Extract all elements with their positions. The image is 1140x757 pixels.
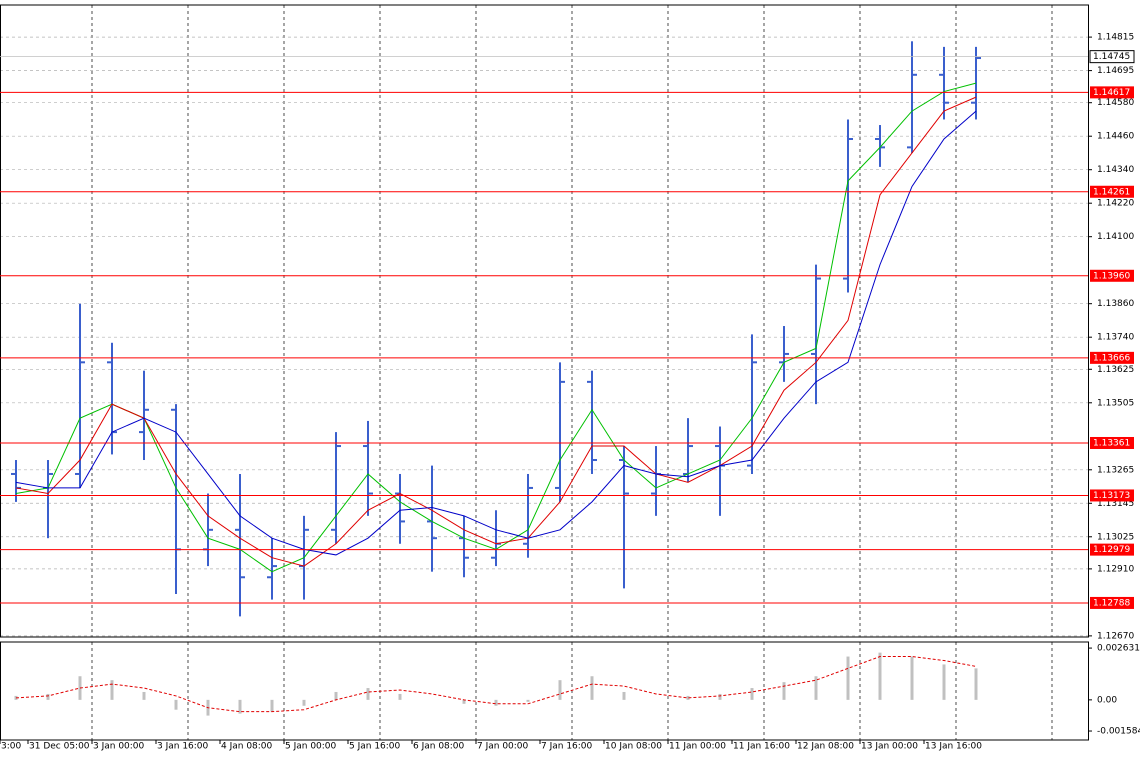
y-tick-label: 1.13265 — [1097, 465, 1134, 475]
x-tick-label: 7 Jan 00:00 — [477, 742, 529, 752]
level-label-box — [1090, 596, 1134, 609]
y-tick-label: 0.002631 — [1097, 644, 1140, 654]
histogram-bar — [910, 656, 914, 700]
x-tick-label: 11 Jan 00:00 — [669, 742, 726, 752]
x-tick-label: 3 Jan 16:00 — [157, 742, 209, 752]
histogram-bar — [974, 668, 978, 700]
histogram-bar — [878, 652, 882, 700]
histogram-bar — [942, 664, 946, 700]
y-tick-label: 1.14580 — [1097, 98, 1134, 108]
y-tick-label: 1.14815 — [1097, 33, 1134, 43]
histogram-bar — [110, 680, 114, 700]
level-label: 1.12979 — [1093, 545, 1130, 555]
level-label: 1.12788 — [1093, 598, 1130, 608]
y-tick-label: 0.00 — [1097, 695, 1117, 705]
y-tick-label: 1.12670 — [1097, 631, 1134, 641]
level-label-box — [1090, 351, 1134, 364]
y-tick-label: 1.13145 — [1097, 499, 1134, 509]
level-label-box — [1090, 269, 1134, 282]
x-tick-label: 3:00 — [1, 742, 21, 752]
x-tick-label: 6 Jan 08:00 — [413, 742, 465, 752]
level-label: 1.13960 — [1093, 271, 1130, 281]
level-label-box — [1090, 436, 1134, 449]
x-tick-label: 11 Jan 16:00 — [733, 742, 790, 752]
histogram-bar — [366, 688, 370, 700]
level-label: 1.13361 — [1093, 438, 1130, 448]
histogram-bar — [590, 676, 594, 700]
y-tick-label: 1.13740 — [1097, 333, 1134, 343]
histogram-bar — [270, 699, 274, 712]
histogram-bar — [686, 695, 690, 700]
x-tick-label: 13 Jan 16:00 — [925, 742, 982, 752]
signal-line — [15, 656, 977, 713]
x-tick-label: 4 Jan 08:00 — [221, 742, 273, 752]
price-label: 1.14745 — [1093, 52, 1130, 62]
y-tick-label: 1.14100 — [1097, 232, 1134, 242]
y-tick-label: 1.14220 — [1097, 199, 1134, 209]
level-label: 1.13173 — [1093, 491, 1130, 501]
histogram-bar — [334, 691, 338, 700]
y-tick-label: 1.13505 — [1097, 398, 1134, 408]
y-tick-label: 1.13625 — [1097, 365, 1134, 375]
histogram-bar — [398, 693, 402, 700]
moving-average — [15, 110, 977, 556]
x-tick-label: 10 Jan 08:00 — [605, 742, 662, 752]
level-label-box — [1090, 543, 1134, 556]
level-label: 1.13666 — [1093, 353, 1130, 363]
histogram-bar — [238, 699, 242, 714]
pane-frame — [0, 4, 1089, 638]
x-tick-label: 12 Jan 08:00 — [797, 742, 854, 752]
histogram-bar — [302, 699, 306, 706]
level-label: 1.14261 — [1093, 187, 1130, 197]
moving-average — [15, 96, 977, 567]
histogram-bar — [718, 693, 722, 700]
level-label: 1.14617 — [1093, 88, 1130, 98]
x-tick-label: 7 Jan 16:00 — [541, 742, 593, 752]
histogram-bar — [494, 699, 498, 706]
y-tick-label: 1.12910 — [1097, 564, 1134, 574]
y-tick-label: 1.13860 — [1097, 299, 1134, 309]
histogram-bar — [526, 699, 530, 702]
y-tick-label: 1.14460 — [1097, 132, 1134, 142]
histogram-bar — [558, 680, 562, 700]
pane-frame — [0, 641, 1089, 741]
x-tick-label: 5 Jan 00:00 — [285, 742, 337, 752]
y-tick-label: -0.001584 — [1097, 727, 1140, 737]
y-tick-label: 1.13025 — [1097, 532, 1134, 542]
level-label-box — [1090, 185, 1134, 198]
level-label-box — [1090, 86, 1134, 99]
x-tick-label: 31 Dec 05:00 — [29, 742, 90, 752]
y-tick-label: 1.14695 — [1097, 66, 1134, 76]
x-tick-label: 3 Jan 00:00 — [93, 742, 145, 752]
histogram-bar — [462, 699, 466, 704]
histogram-bar — [622, 691, 626, 700]
price-label-box — [1089, 50, 1135, 64]
x-tick-label: 13 Jan 00:00 — [861, 742, 918, 752]
histogram-bar — [46, 693, 50, 700]
histogram-bar — [174, 699, 178, 710]
level-label-box — [1090, 489, 1134, 502]
histogram-bar — [14, 695, 18, 700]
histogram-bar — [846, 656, 850, 700]
histogram-bar — [782, 682, 786, 700]
y-tick-label: 1.14340 — [1097, 165, 1134, 175]
x-tick-label: 5 Jan 16:00 — [349, 742, 401, 752]
histogram-bar — [142, 691, 146, 700]
histogram-bar — [814, 676, 818, 700]
histogram-bar — [750, 688, 754, 700]
